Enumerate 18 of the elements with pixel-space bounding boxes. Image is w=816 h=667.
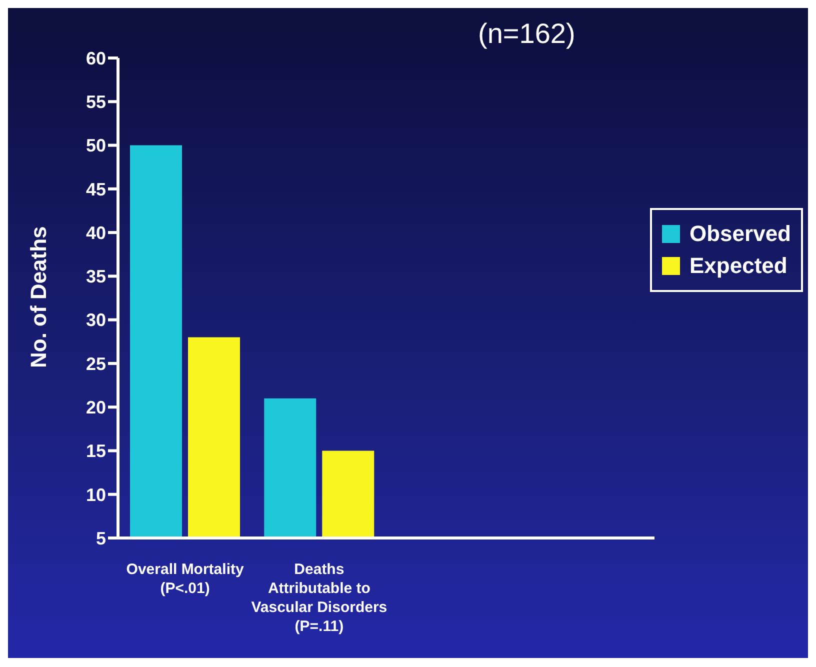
y-tick-label: 15 bbox=[86, 441, 106, 462]
y-tick-label: 55 bbox=[86, 92, 106, 112]
y-tick-label: 60 bbox=[86, 48, 106, 68]
y-tick-label: 30 bbox=[86, 310, 106, 330]
legend-label: Expected bbox=[688, 252, 788, 280]
y-tick-label: 45 bbox=[86, 179, 106, 200]
legend-label: Observed bbox=[688, 220, 791, 248]
y-tick-label: 20 bbox=[86, 397, 106, 418]
y-tick-label: 40 bbox=[86, 222, 106, 243]
y-tick-label: 5 bbox=[96, 528, 106, 548]
chart-title: (n=162) bbox=[478, 18, 576, 50]
x-tick-label: Overall Mortality (P<.01) bbox=[126, 561, 244, 597]
y-tick-label: 10 bbox=[86, 484, 106, 505]
y-tick-label: 25 bbox=[86, 354, 106, 374]
y-axis-title: No. of Deaths bbox=[26, 226, 51, 368]
x-tick-label: Deaths Attributable to Vascular Disorders (P=.11) bbox=[251, 561, 388, 635]
y-tick-label: 35 bbox=[86, 266, 106, 287]
y-tick-label: 50 bbox=[86, 136, 106, 156]
